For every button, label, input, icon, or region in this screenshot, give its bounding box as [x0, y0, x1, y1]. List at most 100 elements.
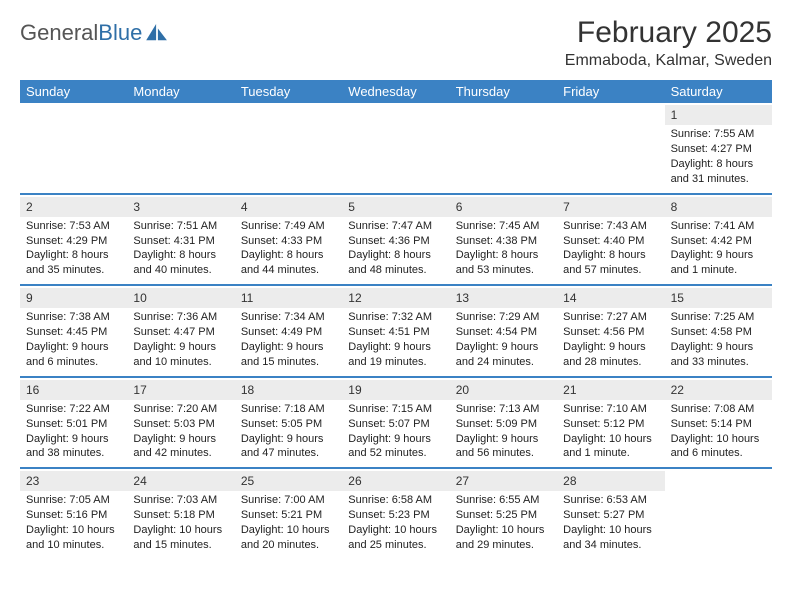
- day-cell: 13Sunrise: 7:29 AMSunset: 4:54 PMDayligh…: [450, 286, 557, 376]
- day-number: 12: [342, 288, 449, 308]
- daylight-line-2: and 44 minutes.: [241, 263, 336, 278]
- day-cell: 8Sunrise: 7:41 AMSunset: 4:42 PMDaylight…: [665, 195, 772, 285]
- daylight-line-2: and 47 minutes.: [241, 446, 336, 461]
- daylight-line-1: Daylight: 9 hours: [348, 340, 443, 355]
- day-number: 6: [450, 197, 557, 217]
- daylight-line-1: Daylight: 8 hours: [26, 248, 121, 263]
- day-number: 17: [127, 380, 234, 400]
- day-cell: [450, 103, 557, 193]
- weekday-header: Friday: [557, 80, 664, 103]
- daylight-line-2: and 34 minutes.: [563, 538, 658, 553]
- day-cell: [127, 103, 234, 193]
- day-number: 18: [235, 380, 342, 400]
- daylight-line-2: and 15 minutes.: [133, 538, 228, 553]
- daylight-line-2: and 10 minutes.: [133, 355, 228, 370]
- daylight-line-2: and 28 minutes.: [563, 355, 658, 370]
- daylight-line-1: Daylight: 9 hours: [241, 340, 336, 355]
- day-cell: 15Sunrise: 7:25 AMSunset: 4:58 PMDayligh…: [665, 286, 772, 376]
- sunset-line: Sunset: 5:12 PM: [563, 417, 658, 432]
- sunset-line: Sunset: 5:07 PM: [348, 417, 443, 432]
- daylight-line-2: and 52 minutes.: [348, 446, 443, 461]
- day-cell: 11Sunrise: 7:34 AMSunset: 4:49 PMDayligh…: [235, 286, 342, 376]
- day-cell: 24Sunrise: 7:03 AMSunset: 5:18 PMDayligh…: [127, 469, 234, 559]
- sunset-line: Sunset: 4:27 PM: [671, 142, 766, 157]
- sunrise-line: Sunrise: 7:36 AM: [133, 310, 228, 325]
- sunrise-line: Sunrise: 7:43 AM: [563, 219, 658, 234]
- day-cell: 21 Sunrise: 7:10 AMSunset: 5:12 PMDayligh…: [557, 378, 664, 468]
- week-row: 23Sunrise: 7:05 AMSunset: 5:16 PMDayligh…: [20, 469, 772, 559]
- day-cell: 26Sunrise: 6:58 AMSunset: 5:23 PMDayligh…: [342, 469, 449, 559]
- daylight-line-1: Daylight: 10 hours: [563, 432, 658, 447]
- sunset-line: Sunset: 4:40 PM: [563, 234, 658, 249]
- sunset-line: Sunset: 5:21 PM: [241, 508, 336, 523]
- daylight-line-2: and 19 minutes.: [348, 355, 443, 370]
- logo: GeneralBlue: [20, 20, 168, 46]
- sunset-line: Sunset: 4:54 PM: [456, 325, 551, 340]
- sunset-line: Sunset: 5:25 PM: [456, 508, 551, 523]
- sunrise-line: Sunrise: 7:08 AM: [671, 402, 766, 417]
- daylight-line-1: Daylight: 9 hours: [133, 432, 228, 447]
- daylight-line-2: and 48 minutes.: [348, 263, 443, 278]
- day-cell: 23Sunrise: 7:05 AMSunset: 5:16 PMDayligh…: [20, 469, 127, 559]
- daylight-line-1: Daylight: 8 hours: [133, 248, 228, 263]
- daylight-line-1: Daylight: 10 hours: [26, 523, 121, 538]
- daylight-line-2: and 33 minutes.: [671, 355, 766, 370]
- sunrise-line: Sunrise: 7:10 AM: [563, 402, 658, 417]
- sunset-line: Sunset: 5:01 PM: [26, 417, 121, 432]
- day-cell: [665, 469, 772, 559]
- header: GeneralBlue February 2025 Emmaboda, Kalm…: [20, 16, 772, 70]
- calendar-page: GeneralBlue February 2025 Emmaboda, Kalm…: [0, 0, 792, 575]
- daylight-line-2: and 24 minutes.: [456, 355, 551, 370]
- weekday-header: Thursday: [450, 80, 557, 103]
- day-cell: 7Sunrise: 7:43 AMSunset: 4:40 PMDaylight…: [557, 195, 664, 285]
- sunset-line: Sunset: 5:18 PM: [133, 508, 228, 523]
- daylight-line-1: Daylight: 9 hours: [563, 340, 658, 355]
- sunset-line: Sunset: 4:33 PM: [241, 234, 336, 249]
- day-number: 28: [557, 471, 664, 491]
- daylight-line-2: and 20 minutes.: [241, 538, 336, 553]
- calendar: Sunday Monday Tuesday Wednesday Thursday…: [20, 80, 772, 559]
- title-month: February 2025: [565, 16, 772, 50]
- sunrise-line: Sunrise: 7:55 AM: [671, 127, 766, 142]
- day-number: 13: [450, 288, 557, 308]
- title-location: Emmaboda, Kalmar, Sweden: [565, 52, 772, 70]
- sunset-line: Sunset: 4:36 PM: [348, 234, 443, 249]
- sunrise-line: Sunrise: 7:18 AM: [241, 402, 336, 417]
- sunset-line: Sunset: 4:42 PM: [671, 234, 766, 249]
- day-number: 7: [557, 197, 664, 217]
- daylight-line-1: Daylight: 9 hours: [671, 248, 766, 263]
- sunrise-line: Sunrise: 7:00 AM: [241, 493, 336, 508]
- sunrise-line: Sunrise: 7:47 AM: [348, 219, 443, 234]
- day-number: 4: [235, 197, 342, 217]
- day-cell: 20Sunrise: 7:13 AMSunset: 5:09 PMDayligh…: [450, 378, 557, 468]
- daylight-line-2: and 1 minute.: [563, 446, 658, 461]
- day-cell: 27Sunrise: 6:55 AMSunset: 5:25 PMDayligh…: [450, 469, 557, 559]
- day-number: 9: [20, 288, 127, 308]
- sunset-line: Sunset: 5:05 PM: [241, 417, 336, 432]
- day-number: 3: [127, 197, 234, 217]
- day-cell: 16Sunrise: 7:22 AMSunset: 5:01 PMDayligh…: [20, 378, 127, 468]
- daylight-line-2: and 25 minutes.: [348, 538, 443, 553]
- daylight-line-2: and 38 minutes.: [26, 446, 121, 461]
- day-number: 27: [450, 471, 557, 491]
- day-cell: [20, 103, 127, 193]
- logo-text: GeneralBlue: [20, 20, 142, 46]
- week-row: 1Sunrise: 7:55 AMSunset: 4:27 PMDaylight…: [20, 103, 772, 195]
- day-number: 21: [557, 380, 664, 400]
- sunrise-line: Sunrise: 7:34 AM: [241, 310, 336, 325]
- logo-word-1: General: [20, 20, 98, 45]
- daylight-line-2: and 40 minutes.: [133, 263, 228, 278]
- sunrise-line: Sunrise: 7:22 AM: [26, 402, 121, 417]
- day-cell: 25Sunrise: 7:00 AMSunset: 5:21 PMDayligh…: [235, 469, 342, 559]
- weekday-header-row: Sunday Monday Tuesday Wednesday Thursday…: [20, 80, 772, 103]
- daylight-line-1: Daylight: 10 hours: [241, 523, 336, 538]
- sunset-line: Sunset: 5:14 PM: [671, 417, 766, 432]
- weekday-header: Saturday: [665, 80, 772, 103]
- week-row: 9Sunrise: 7:38 AMSunset: 4:45 PMDaylight…: [20, 286, 772, 378]
- daylight-line-1: Daylight: 9 hours: [26, 432, 121, 447]
- day-cell: 10Sunrise: 7:36 AMSunset: 4:47 PMDayligh…: [127, 286, 234, 376]
- weeks-container: 1Sunrise: 7:55 AMSunset: 4:27 PMDaylight…: [20, 103, 772, 559]
- sunrise-line: Sunrise: 7:20 AM: [133, 402, 228, 417]
- sunrise-line: Sunrise: 6:58 AM: [348, 493, 443, 508]
- day-cell: [342, 103, 449, 193]
